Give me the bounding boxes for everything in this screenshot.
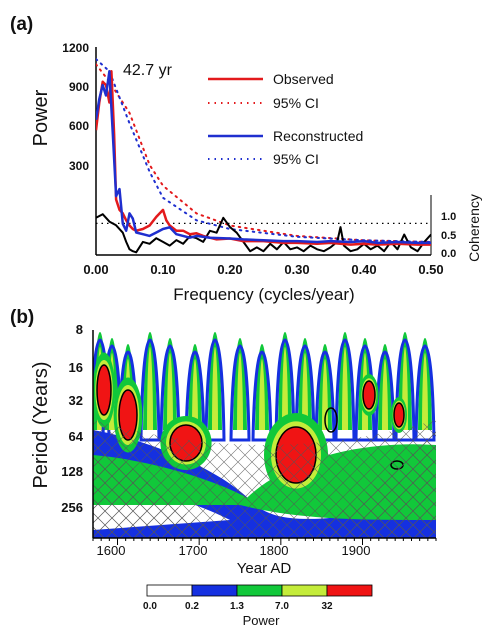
panel-a-label: (a) xyxy=(10,14,33,35)
panel-a-ylabel: Power xyxy=(30,89,52,146)
legend-reconstructed: Reconstructed xyxy=(273,128,363,144)
ytick-256: 256 xyxy=(61,500,83,515)
cbar-tick-1: 0.2 xyxy=(185,601,199,612)
wavelet-finger-blue-edge xyxy=(394,338,416,442)
panel-b-label: (b) xyxy=(10,307,34,328)
ytick-300: 300 xyxy=(69,159,89,173)
wavelet-finger-yellow xyxy=(342,347,348,430)
panel-a-yticks: 300 600 900 1200 xyxy=(62,41,89,173)
xtick-0-50: 0.50 xyxy=(418,262,443,277)
legend-obs-ci: 95% CI xyxy=(273,95,319,111)
cbar-tick-4: 32 xyxy=(321,601,333,612)
wavelet-finger-yellow xyxy=(167,353,173,430)
ytick-32: 32 xyxy=(69,393,83,408)
wavelet-finger-blue-edge xyxy=(414,344,436,442)
wavelet-finger-blue-edge xyxy=(251,350,273,442)
xtick-0-10: 0.10 xyxy=(150,262,175,277)
panel-b-xlabel: Year AD xyxy=(237,560,292,577)
xtick-0-40: 0.40 xyxy=(351,262,376,277)
panel-b-axes xyxy=(92,330,437,545)
wavelet-finger-yellow xyxy=(237,353,243,430)
colorbar: 0.0 0.2 1.3 7.0 32 Power xyxy=(143,584,373,628)
ytick-16: 16 xyxy=(69,360,83,375)
xtick-1600: 1600 xyxy=(97,543,126,558)
panel-b-xticks: 1600 1700 1800 1900 xyxy=(97,543,371,558)
panel-b-ylabel: Period (Years) xyxy=(30,361,52,488)
panel-a-plot xyxy=(96,58,431,254)
wavelet-finger-blue-edge xyxy=(139,338,161,442)
ytick-600: 600 xyxy=(69,119,89,133)
legend-rec-ci: 95% CI xyxy=(273,151,319,167)
ytick-64: 64 xyxy=(69,429,84,444)
panel-a-xticks: 0.00 0.10 0.20 0.30 0.40 0.50 xyxy=(83,262,443,277)
legend-observed: Observed xyxy=(273,71,334,87)
colorbar-bin-3 xyxy=(236,584,283,597)
cbar-tick-2: 1.3 xyxy=(230,601,244,612)
colorbar-label: Power xyxy=(243,613,281,628)
reconstructed-line xyxy=(96,70,431,245)
cbar-tick-0: 0.0 xyxy=(143,601,157,612)
reconstructed-ci-line xyxy=(96,58,431,243)
panel-a-legend: Observed 95% CI Reconstructed 95% CI xyxy=(208,71,363,167)
panel-a-right-ylabel: Coherency xyxy=(466,194,482,262)
cone-of-influence-hatch xyxy=(93,420,436,538)
xtick-1900: 1900 xyxy=(342,543,371,558)
region-1945-red xyxy=(393,402,405,428)
wavelet-finger-yellow xyxy=(282,347,288,430)
cbar-tick-3: 7.0 xyxy=(275,601,289,612)
ytick-1200: 1200 xyxy=(62,41,89,55)
observed-ci-line xyxy=(96,63,431,243)
xtick-1800: 1800 xyxy=(260,543,289,558)
rtick-0-0: 0.0 xyxy=(441,248,456,260)
wavelet-finger-blue-edge xyxy=(294,344,316,442)
ytick-8: 8 xyxy=(76,322,83,337)
wavelet-finger-yellow xyxy=(259,359,265,430)
wavelet-finger-yellow xyxy=(192,359,198,430)
significance-contour-1860 xyxy=(324,407,338,433)
wavelet-finger-yellow xyxy=(212,347,218,430)
observed-line xyxy=(96,70,431,246)
wavelet-finger-blue-edge xyxy=(334,338,356,442)
xtick-0-20: 0.20 xyxy=(217,262,242,277)
wavelet-finger-blue-edge xyxy=(229,344,251,442)
colorbar-bin-2 xyxy=(191,584,238,597)
xtick-0-00: 0.00 xyxy=(83,262,108,277)
ytick-900: 900 xyxy=(69,80,89,94)
colorbar-bin-1 xyxy=(146,584,193,597)
wavelet-finger-yellow xyxy=(382,359,388,430)
colorbar-bin-4 xyxy=(281,584,328,597)
wavelet-finger-blue-edge xyxy=(159,344,181,442)
coherency-line xyxy=(96,213,431,254)
panel-a-xlabel: Frequency (cycles/year) xyxy=(173,285,354,304)
wavelet-finger-blue-edge xyxy=(184,350,206,442)
colorbar-bin-5 xyxy=(326,584,373,597)
peak-annotation: 42.7 yr xyxy=(123,62,173,79)
xtick-0-30: 0.30 xyxy=(284,262,309,277)
wavelet-finger-blue-edge xyxy=(204,338,226,442)
wavelet-finger-blue-edge xyxy=(274,338,296,442)
panel-b-yticks: 8 16 32 64 128 256 xyxy=(61,322,83,515)
rtick-1-0: 1.0 xyxy=(441,211,456,223)
region-1580-red xyxy=(96,364,112,416)
wavelet-finger-yellow xyxy=(147,347,153,430)
panel-a-right-ticks: 0.0 0.5 1.0 xyxy=(441,211,456,260)
xtick-1700: 1700 xyxy=(179,543,208,558)
wavelet-finger-yellow xyxy=(302,353,308,430)
rtick-0-5: 0.5 xyxy=(441,230,456,242)
wavelet-finger-yellow xyxy=(422,353,428,430)
wavelet-power-map xyxy=(93,330,436,538)
ytick-128: 128 xyxy=(61,464,83,479)
region-1910-red xyxy=(362,380,376,410)
wavelet-finger-blue-edge xyxy=(314,350,336,442)
